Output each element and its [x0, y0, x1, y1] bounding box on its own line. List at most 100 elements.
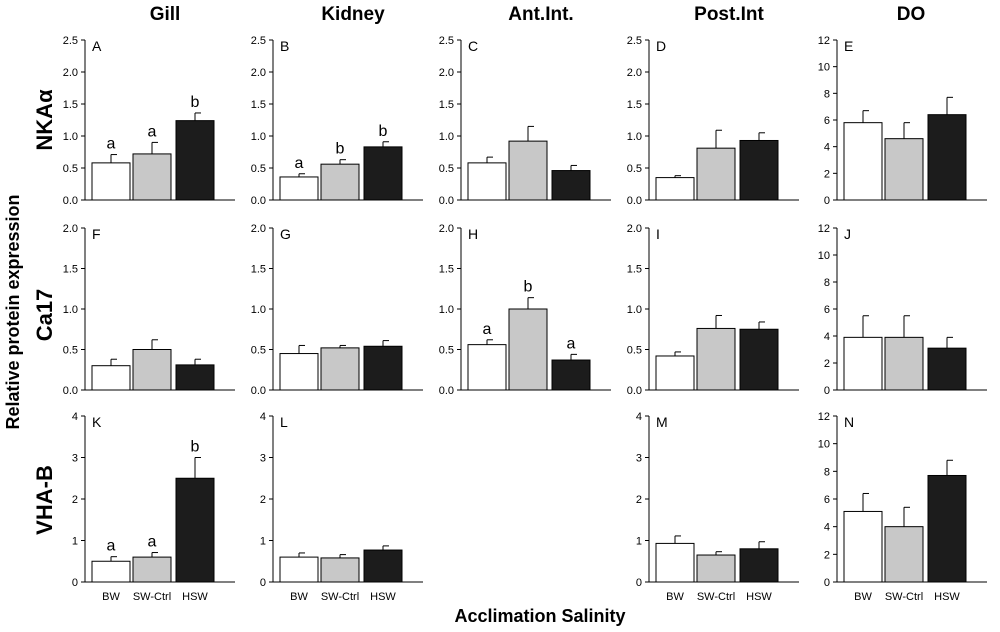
row-title-vha-b: VHA-B [32, 465, 57, 535]
y-tick-label-e: 6 [824, 115, 830, 127]
bar-a-hsw [175, 120, 215, 201]
y-tick-label-n: 12 [818, 411, 830, 423]
y-tick-label-c: 0.0 [439, 195, 454, 207]
bar-h-bw [467, 344, 507, 391]
category-label-m-bw: BW [666, 591, 684, 603]
category-label-m-hsw: HSW [746, 591, 772, 603]
bar-e-bw [843, 122, 883, 201]
y-tick-label-c: 1.0 [439, 131, 454, 143]
panel-letter-j: J [844, 226, 851, 242]
panel-n: 0 2 4 6 8 10 12 N BW SW-Ctrl HSW [818, 411, 987, 603]
bar-a-bw [91, 162, 131, 201]
y-tick-label-e: 12 [818, 35, 830, 47]
y-tick-label-n: 2 [824, 549, 830, 561]
y-tick-label-a: 1.5 [63, 99, 78, 111]
figure-titles: Gill Kidney Ant.Int. Post.Int DO NKAα Ca… [3, 4, 925, 626]
y-tick-label-e: 0 [824, 195, 830, 207]
y-tick-label-j: 12 [818, 223, 830, 235]
bar-g-hsw [363, 345, 403, 391]
category-label-k-sw-ctrl: SW-Ctrl [133, 591, 171, 603]
y-tick-label-k: 3 [72, 453, 78, 465]
y-tick-label-l: 0 [260, 577, 266, 589]
category-label-n-sw-ctrl: SW-Ctrl [885, 591, 923, 603]
y-tick-label-a: 0.0 [63, 195, 78, 207]
y-tick-label-g: 0.0 [251, 385, 266, 397]
y-tick-label-m: 3 [636, 453, 642, 465]
column-title-gill: Gill [150, 4, 181, 25]
bar-n-bw [843, 510, 883, 583]
panel-c: 0.0 0.5 1.0 1.5 2.0 2.5 C [439, 35, 611, 207]
y-tick-label-j: 0 [824, 385, 830, 397]
y-tick-label-l: 4 [260, 411, 266, 423]
panel-letter-a: A [92, 38, 102, 54]
y-tick-label-i: 0.0 [627, 385, 642, 397]
bar-m-bw [655, 542, 695, 583]
bar-k-hsw [175, 477, 215, 583]
bar-j-hsw [927, 347, 967, 391]
bar-i-bw [655, 355, 695, 391]
y-tick-label-b: 0.0 [251, 195, 266, 207]
panel-letter-n: N [844, 414, 854, 430]
bar-f-bw [91, 365, 131, 391]
y-tick-label-d: 0.0 [627, 195, 642, 207]
bar-f-sw-ctrl [132, 349, 172, 391]
bar-j-sw-ctrl [884, 336, 924, 391]
y-tick-label-a: 2.0 [63, 67, 78, 79]
y-tick-label-c: 1.5 [439, 99, 454, 111]
y-tick-label-n: 10 [818, 439, 830, 451]
column-title-do: DO [897, 4, 926, 25]
y-tick-label-l: 1 [260, 536, 266, 548]
y-tick-label-j: 2 [824, 358, 830, 370]
bar-n-hsw [927, 474, 967, 583]
y-tick-label-f: 1.5 [63, 264, 78, 276]
y-tick-label-d: 2.5 [627, 35, 642, 47]
panels: 0.0 0.5 1.0 1.5 2.0 2.5 Aa a b 0.0 0.5 1.0 1.5 2.0 2.5… [63, 35, 987, 603]
y-tick-label-n: 4 [824, 522, 830, 534]
panel-letter-k: K [92, 414, 102, 430]
bar-c-bw [467, 162, 507, 201]
y-tick-label-h: 0.0 [439, 385, 454, 397]
panel-letter-f: F [92, 226, 101, 242]
panel-letter-m: M [656, 414, 668, 430]
bar-e-hsw [927, 114, 967, 201]
y-tick-label-n: 6 [824, 494, 830, 506]
significance-letter-k-bw: a [107, 538, 116, 555]
category-label-m-sw-ctrl: SW-Ctrl [697, 591, 735, 603]
panel-f: 0.0 0.5 1.0 1.5 2.0 F [63, 223, 235, 397]
bar-d-sw-ctrl [696, 147, 736, 201]
y-tick-label-m: 1 [636, 536, 642, 548]
bar-b-bw [279, 176, 319, 201]
bar-f-hsw [175, 364, 215, 391]
panel-m: 0 1 2 3 4 M BW SW-Ctrl HSW [636, 411, 799, 603]
y-tick-label-j: 4 [824, 331, 830, 343]
y-tick-label-g: 0.5 [251, 345, 266, 357]
bar-h-hsw [551, 359, 591, 391]
bar-g-bw [279, 353, 319, 391]
significance-letter-a-bw: a [107, 136, 116, 153]
panel-d: 0.0 0.5 1.0 1.5 2.0 2.5 D [627, 35, 799, 207]
category-label-k-hsw: HSW [182, 591, 208, 603]
y-tick-label-a: 1.0 [63, 131, 78, 143]
y-tick-label-i: 1.5 [627, 264, 642, 276]
significance-letter-b-sw-ctrl: b [336, 141, 345, 158]
y-tick-label-e: 10 [818, 62, 830, 74]
y-tick-label-b: 2.5 [251, 35, 266, 47]
y-tick-label-f: 2.0 [63, 223, 78, 235]
significance-letter-a-sw-ctrl: a [148, 123, 157, 140]
bar-c-hsw [551, 170, 591, 201]
column-title-kidney: Kidney [321, 4, 385, 25]
y-tick-label-e: 4 [824, 142, 830, 154]
y-tick-label-i: 1.0 [627, 304, 642, 316]
y-tick-label-e: 2 [824, 168, 830, 180]
y-tick-label-m: 2 [636, 494, 642, 506]
y-tick-label-i: 0.5 [627, 345, 642, 357]
significance-letter-a-hsw: b [191, 94, 200, 111]
panel-letter-e: E [844, 38, 853, 54]
panel-h: 0.0 0.5 1.0 1.5 2.0 Ha b a [439, 223, 611, 397]
y-tick-label-n: 0 [824, 577, 830, 589]
bar-n-sw-ctrl [884, 526, 924, 583]
y-tick-label-k: 2 [72, 494, 78, 506]
y-tick-label-f: 0.5 [63, 345, 78, 357]
bar-h-sw-ctrl [508, 308, 548, 391]
category-label-l-bw: BW [290, 591, 308, 603]
